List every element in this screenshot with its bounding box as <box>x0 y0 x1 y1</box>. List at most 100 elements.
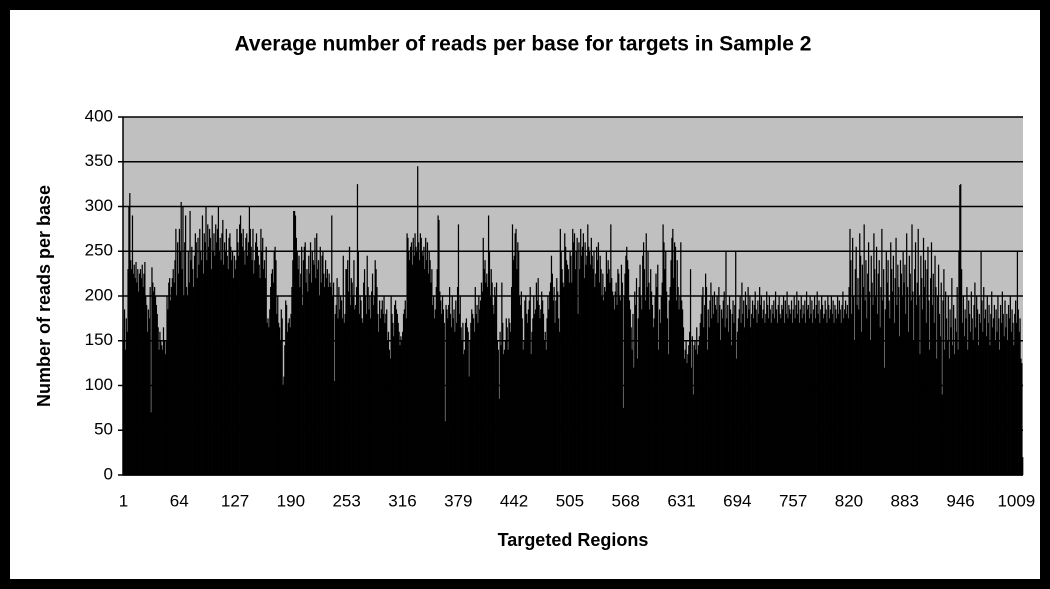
bar <box>606 273 608 475</box>
bar <box>211 215 213 475</box>
bar <box>526 322 529 475</box>
bar <box>370 318 372 475</box>
bar <box>480 282 483 475</box>
bar <box>326 269 328 475</box>
bar <box>633 367 635 475</box>
bar <box>1022 457 1024 475</box>
bar <box>571 282 573 475</box>
bar <box>127 269 129 475</box>
x-tick-label: 316 <box>388 491 416 510</box>
bar <box>313 264 315 475</box>
x-tick-label: 379 <box>444 491 472 510</box>
bar <box>886 282 888 475</box>
bar <box>1012 322 1014 475</box>
bar <box>248 206 251 475</box>
bar <box>250 246 252 475</box>
bar <box>667 354 670 475</box>
bar <box>1002 313 1004 475</box>
bar <box>712 296 714 475</box>
bar <box>642 242 645 475</box>
bar <box>930 242 933 475</box>
bar <box>585 264 587 475</box>
bar <box>139 269 142 475</box>
bar <box>574 269 577 475</box>
bar <box>615 282 617 475</box>
bar <box>728 296 731 475</box>
bar <box>507 349 509 475</box>
bar <box>575 251 577 475</box>
bar <box>314 237 316 475</box>
bar <box>428 251 430 475</box>
bar <box>357 251 359 475</box>
bar <box>818 300 820 475</box>
bar <box>310 282 313 475</box>
bar <box>142 287 144 475</box>
bar <box>453 309 455 475</box>
bar <box>181 269 183 475</box>
bar <box>161 345 163 475</box>
bar <box>232 278 235 475</box>
bar <box>506 327 508 475</box>
y-tick-label: 250 <box>85 241 113 260</box>
bar <box>208 246 210 475</box>
bar <box>618 273 620 475</box>
bar <box>386 309 388 475</box>
bar <box>503 354 505 475</box>
bar <box>830 296 833 475</box>
bar <box>811 300 813 475</box>
bar <box>849 228 851 475</box>
bar <box>992 318 995 475</box>
bar <box>351 282 353 475</box>
bar <box>934 255 936 475</box>
bar <box>501 282 503 475</box>
bar <box>951 278 953 475</box>
bar <box>573 242 575 475</box>
bar <box>481 291 483 475</box>
bar <box>891 291 894 475</box>
bar <box>286 331 289 475</box>
bar <box>170 287 173 475</box>
bar <box>359 296 361 475</box>
bar <box>999 349 1001 475</box>
bar <box>650 291 653 475</box>
bar <box>169 278 171 475</box>
bar <box>777 304 779 475</box>
bar <box>402 313 405 475</box>
bar <box>884 309 887 475</box>
bar <box>840 322 842 475</box>
bar <box>785 313 787 475</box>
bar <box>839 309 841 475</box>
bar <box>534 309 537 475</box>
bar <box>927 246 929 475</box>
bar <box>819 322 821 475</box>
bar <box>521 318 523 475</box>
bar <box>762 309 764 475</box>
bar <box>673 278 675 475</box>
bar <box>444 421 446 475</box>
bar <box>445 304 447 475</box>
bar <box>696 327 698 475</box>
x-tick-label: 694 <box>723 491 751 510</box>
bar <box>253 273 255 475</box>
bar <box>591 255 593 475</box>
bar <box>590 237 592 475</box>
bar <box>503 349 506 475</box>
bar <box>301 246 303 475</box>
bar <box>441 313 443 475</box>
bar <box>745 304 747 475</box>
bar <box>394 304 396 475</box>
bar <box>879 327 881 475</box>
bar <box>235 260 237 475</box>
bar <box>416 251 418 475</box>
bar <box>813 309 815 475</box>
bar <box>798 322 801 475</box>
bar <box>366 255 368 475</box>
x-tick-label: 253 <box>332 491 360 510</box>
bar <box>655 273 657 475</box>
bar <box>917 228 919 475</box>
bar <box>213 233 215 475</box>
bar <box>270 287 272 475</box>
bar <box>317 260 320 475</box>
bar <box>323 273 325 475</box>
bar <box>716 296 718 475</box>
